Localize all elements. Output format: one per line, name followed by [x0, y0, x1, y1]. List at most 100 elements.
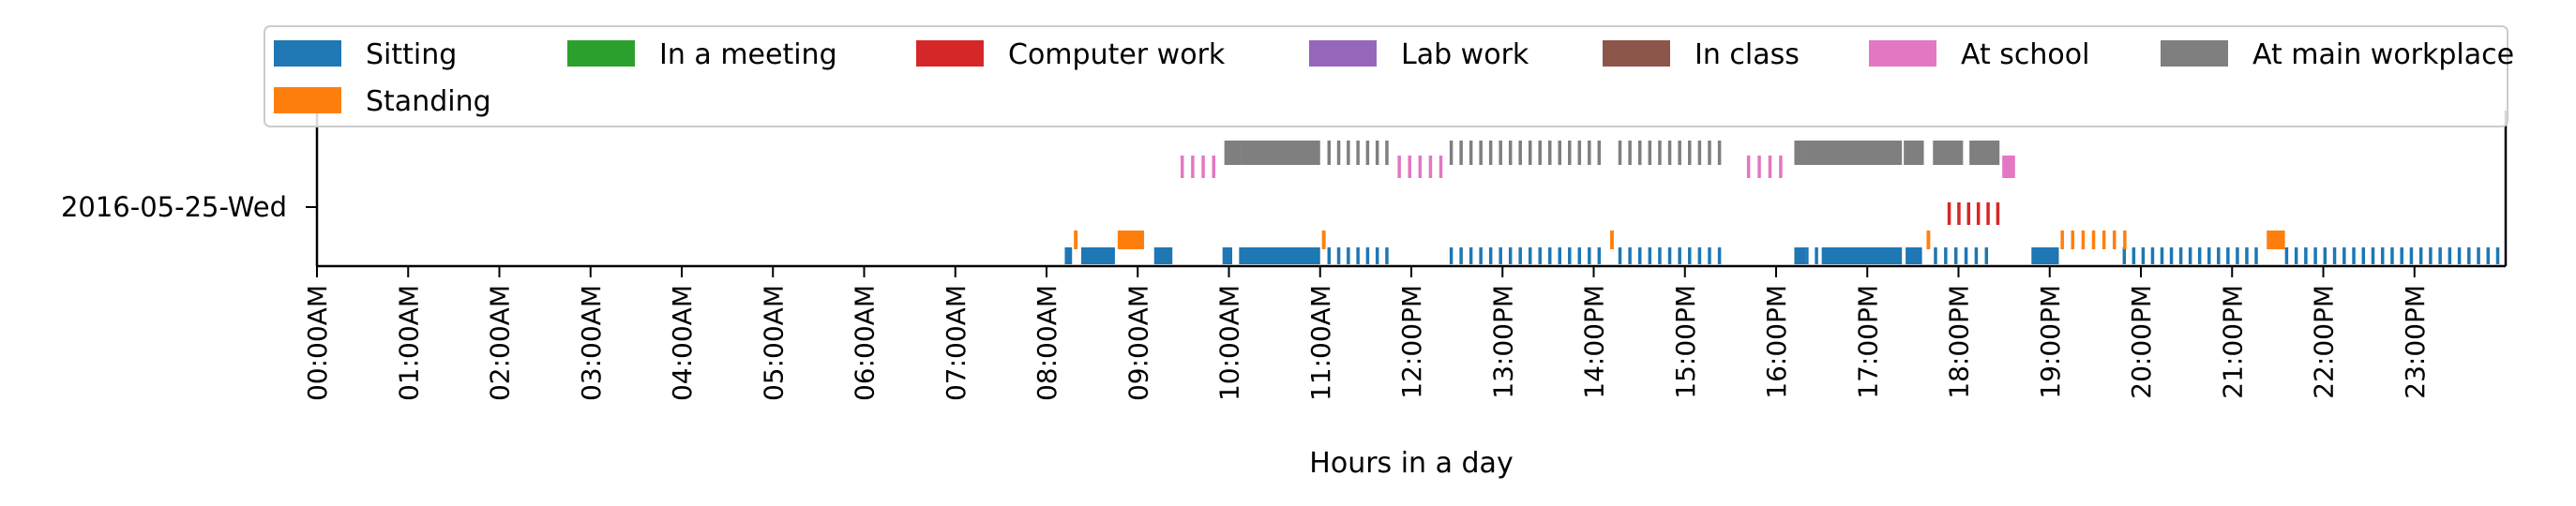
- x-tick-label: 05:00AM: [758, 285, 789, 401]
- x-tick-label: 17:00PM: [1852, 285, 1883, 399]
- activity-mark: [1336, 247, 1341, 264]
- activity-mark: [1518, 141, 1522, 165]
- activity-mark: [2132, 247, 2136, 264]
- legend-swatch: [916, 40, 984, 67]
- activity-mark: [2361, 247, 2366, 264]
- activity-mark: [2197, 247, 2202, 264]
- activity-mark: [2477, 247, 2480, 264]
- activity-mark: [1984, 247, 1989, 264]
- legend: Sitting In a meeting Computer work Lab work…: [264, 25, 2514, 127]
- activity-mark: [2323, 247, 2327, 264]
- activity-mark: [1499, 141, 1502, 165]
- activity-mark: [1538, 247, 1542, 264]
- x-tick-label: 22:00PM: [2309, 285, 2340, 399]
- activity-mark: [1321, 231, 1326, 249]
- activity-mark: [1548, 247, 1552, 264]
- activity-mark: [1439, 156, 1443, 178]
- activity-mark: [1528, 141, 1532, 165]
- activity-mark: [1356, 141, 1360, 165]
- activity-mark: [2438, 247, 2442, 264]
- activity-mark: [1538, 141, 1542, 165]
- activity-mark: [1240, 141, 1320, 165]
- activity-bars: [1064, 141, 2500, 264]
- activity-mark: [1658, 247, 1662, 264]
- activity-mark: [2245, 247, 2249, 264]
- x-tick-label: 23:00PM: [2400, 285, 2431, 399]
- activity-mark: [1974, 247, 1979, 264]
- activity-mark: [2122, 247, 2127, 264]
- activity-mark: [1588, 247, 1591, 264]
- activity-mark: [1933, 141, 1964, 165]
- activity-mark: [2141, 247, 2146, 264]
- activity-mark: [2486, 247, 2491, 264]
- activity-mark: [1191, 156, 1195, 178]
- activity-mark: [1906, 247, 1922, 264]
- activity-mark: [1648, 141, 1652, 165]
- activity-mark: [1397, 156, 1401, 178]
- x-tick-label: 10:00AM: [1214, 285, 1245, 401]
- x-tick-label: 04:00AM: [667, 285, 698, 401]
- activity-mark: [2002, 156, 2015, 178]
- activity-mark: [2150, 247, 2155, 264]
- activity-mark: [1757, 156, 1761, 178]
- activity-mark: [1568, 141, 1572, 165]
- activity-mark: [2294, 247, 2298, 264]
- activity-mark: [1508, 141, 1513, 165]
- activity-mark: [2101, 231, 2106, 249]
- x-tick-label: 18:00PM: [1944, 285, 1975, 399]
- activity-mark: [1479, 247, 1483, 264]
- activity-mark: [1180, 156, 1184, 178]
- activity-mark: [1577, 141, 1582, 165]
- activity-mark: [1459, 141, 1463, 165]
- legend-swatch: [2161, 40, 2228, 67]
- activity-mark: [1469, 247, 1473, 264]
- activity-mark: [1815, 247, 1818, 264]
- activity-mark: [1385, 141, 1389, 165]
- activity-mark: [1385, 247, 1389, 264]
- activity-mark: [1944, 247, 1948, 264]
- activity-mark: [2390, 247, 2394, 264]
- activity-mark: [1408, 156, 1411, 178]
- activity-mark: [1667, 141, 1672, 165]
- activity-mark: [2467, 247, 2471, 264]
- legend-swatch: [1869, 40, 1936, 67]
- x-tick-label: 12:00PM: [1396, 285, 1427, 399]
- activity-mark: [1459, 247, 1463, 264]
- activity-mark: [1488, 247, 1493, 264]
- activity-mark: [1222, 247, 1229, 264]
- activity-mark: [1240, 247, 1320, 264]
- activity-mark: [1976, 202, 1981, 225]
- activity-mark: [1518, 247, 1522, 264]
- y-row-label: 2016-05-25-Wed: [61, 191, 287, 223]
- x-tick-label: 00:00AM: [302, 285, 333, 401]
- x-tick-label: 11:00AM: [1305, 285, 1336, 401]
- activity-mark: [1224, 141, 1241, 165]
- activity-mark: [1637, 247, 1642, 264]
- x-tick-label: 13:00PM: [1487, 285, 1518, 399]
- activity-mark: [1375, 141, 1379, 165]
- activity-mark: [1336, 141, 1341, 165]
- activity-mark: [1794, 141, 1806, 165]
- activity-mark: [1418, 156, 1423, 178]
- activity-mark: [2304, 247, 2308, 264]
- legend-label: Standing: [366, 85, 491, 118]
- activity-mark: [1964, 247, 1968, 264]
- x-tick-label: 09:00AM: [1122, 285, 1153, 401]
- activity-mark: [1347, 247, 1350, 264]
- activity-mark: [1904, 141, 1924, 165]
- activity-mark: [1228, 247, 1232, 264]
- x-tick-label: 19:00PM: [2035, 285, 2066, 399]
- activity-mark: [2429, 247, 2433, 264]
- activity-mark: [2343, 247, 2346, 264]
- activity-mark: [1469, 141, 1473, 165]
- activity-mark: [1558, 247, 1562, 264]
- activity-mark: [2207, 247, 2211, 264]
- activity-mark: [1618, 247, 1622, 264]
- activity-mark: [2188, 247, 2192, 264]
- x-tick-label: 06:00AM: [850, 285, 881, 401]
- legend-label: Sitting: [366, 38, 457, 71]
- activity-mark: [1212, 156, 1216, 178]
- activity-mark: [1479, 141, 1483, 165]
- activity-mark: [1347, 141, 1350, 165]
- legend-swatch: [274, 87, 341, 113]
